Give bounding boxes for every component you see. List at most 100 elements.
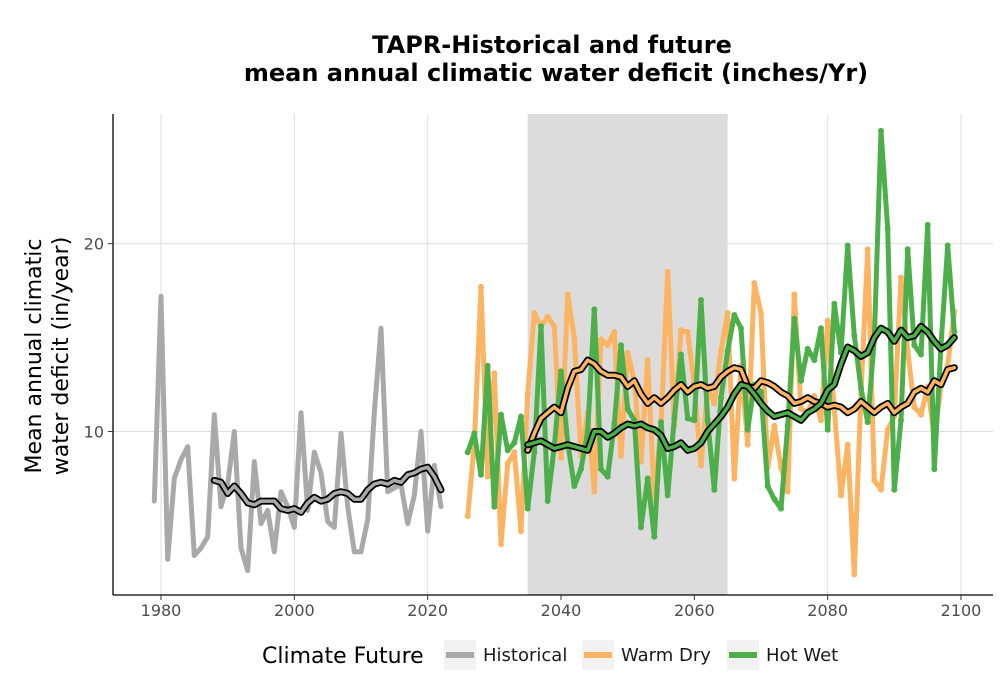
data-point-hot-wet [544, 498, 551, 505]
data-point-hot-wet [931, 466, 938, 473]
data-point-hot-wet [831, 300, 838, 307]
series-line-hot-wet [465, 128, 957, 540]
x-tick-label: 2000 [274, 601, 315, 620]
data-point-hot-wet [578, 466, 584, 473]
data-point-hot-wet [651, 533, 658, 540]
data-point-warm-dry [558, 454, 564, 461]
data-point-warm-dry [604, 342, 611, 349]
data-point-warm-dry [851, 571, 858, 578]
x-tick-label: 2040 [541, 601, 582, 620]
data-point-hot-wet [911, 342, 918, 349]
data-point-warm-dry [784, 488, 791, 495]
data-point-warm-dry [618, 452, 624, 459]
axes-layer: 1980 2000 2020 2040 2060 2080 2100 10 20 [84, 114, 993, 620]
data-point-warm-dry [511, 449, 518, 456]
data-point-hot-wet [731, 312, 738, 319]
data-point-hot-wet [538, 323, 544, 330]
data-point-warm-dry [684, 328, 691, 335]
data-point-hot-wet [678, 351, 684, 358]
data-point-warm-dry [871, 477, 878, 484]
data-point-warm-dry [478, 283, 484, 290]
data-point-hot-wet [891, 486, 898, 493]
data-point-hot-wet [598, 466, 604, 473]
data-point-warm-dry [498, 541, 504, 548]
data-point-hot-wet [858, 385, 864, 392]
data-point-hot-wet [951, 328, 958, 335]
data-point-hot-wet [918, 351, 924, 358]
data-point-warm-dry [611, 328, 618, 335]
data-point-hot-wet [844, 242, 851, 249]
series-line-historical [151, 293, 444, 574]
data-point-warm-dry [664, 268, 671, 275]
data-point-warm-dry [824, 317, 831, 324]
data-point-warm-dry [464, 513, 471, 520]
data-point-warm-dry [598, 336, 604, 343]
data-point-hot-wet [511, 439, 518, 446]
x-tick-label: 2100 [941, 601, 982, 620]
data-point-warm-dry [918, 411, 924, 418]
data-point-hot-wet [904, 246, 911, 253]
data-point-warm-dry [504, 460, 511, 467]
legend-label-hot-wet: Hot Wet [766, 645, 838, 666]
smoothed-line-hot-wet [525, 324, 957, 453]
x-tick-label: 2060 [674, 601, 715, 620]
data-point-hot-wet [524, 505, 531, 512]
data-point-warm-dry [898, 274, 904, 281]
data-point-hot-wet [698, 297, 704, 304]
legend-label-historical: Historical [483, 645, 567, 666]
data-point-hot-wet [571, 483, 578, 490]
data-point-hot-wet [804, 345, 811, 352]
data-point-warm-dry [844, 441, 851, 448]
legend: Climate Future Historical Warm Dry Hot W… [262, 640, 838, 670]
data-point-hot-wet [738, 325, 744, 332]
data-point-warm-dry [751, 280, 758, 287]
data-point-hot-wet [604, 473, 611, 480]
data-point-hot-wet [624, 405, 631, 412]
chart-title-line2: mean annual climatic water deficit (inch… [244, 59, 868, 87]
data-point-warm-dry [638, 458, 644, 465]
data-point-hot-wet [611, 421, 618, 428]
data-point-warm-dry [551, 323, 558, 330]
data-point-hot-wet [658, 419, 664, 426]
data-point-hot-wet [744, 426, 751, 433]
data-point-hot-wet [818, 325, 824, 332]
data-point-hot-wet [484, 362, 491, 369]
data-point-hot-wet [464, 449, 471, 456]
data-point-warm-dry [911, 404, 918, 411]
data-point-warm-dry [818, 417, 824, 424]
x-tick-label: 2020 [407, 601, 448, 620]
data-point-warm-dry [624, 349, 631, 356]
data-point-hot-wet [644, 475, 651, 482]
data-point-hot-wet [558, 368, 564, 375]
legend-title: Climate Future [262, 644, 424, 669]
data-point-warm-dry [698, 462, 704, 469]
data-point-warm-dry [531, 310, 538, 317]
y-axis-title-line2: water deficit (in/year) [49, 237, 74, 476]
y-tick-label: 20 [84, 235, 104, 254]
data-point-warm-dry [518, 528, 524, 535]
data-point-hot-wet [724, 347, 731, 354]
data-point-hot-wet [811, 357, 818, 364]
data-point-hot-wet [498, 411, 504, 418]
data-point-hot-wet [778, 505, 784, 512]
data-point-warm-dry [711, 400, 718, 407]
data-point-warm-dry [491, 370, 498, 377]
data-point-hot-wet [504, 447, 511, 454]
x-tick-label: 2080 [807, 601, 848, 620]
data-point-warm-dry [758, 310, 764, 317]
y-axis-title-line1: Mean annual climatic [22, 239, 47, 474]
data-point-warm-dry [571, 334, 578, 341]
data-point-hot-wet [684, 415, 691, 422]
data-point-warm-dry [744, 441, 751, 448]
data-point-hot-wet [851, 332, 858, 339]
legend-label-warm-dry: Warm Dry [621, 645, 711, 666]
smoothed-line-warm-dry [525, 358, 957, 453]
data-point-hot-wet [718, 394, 724, 401]
data-point-hot-wet [478, 471, 484, 478]
data-point-hot-wet [824, 426, 831, 433]
x-tick-label: 1980 [141, 601, 182, 620]
data-point-hot-wet [618, 342, 624, 349]
data-point-hot-wet [638, 524, 644, 531]
data-point-hot-wet [471, 430, 478, 437]
